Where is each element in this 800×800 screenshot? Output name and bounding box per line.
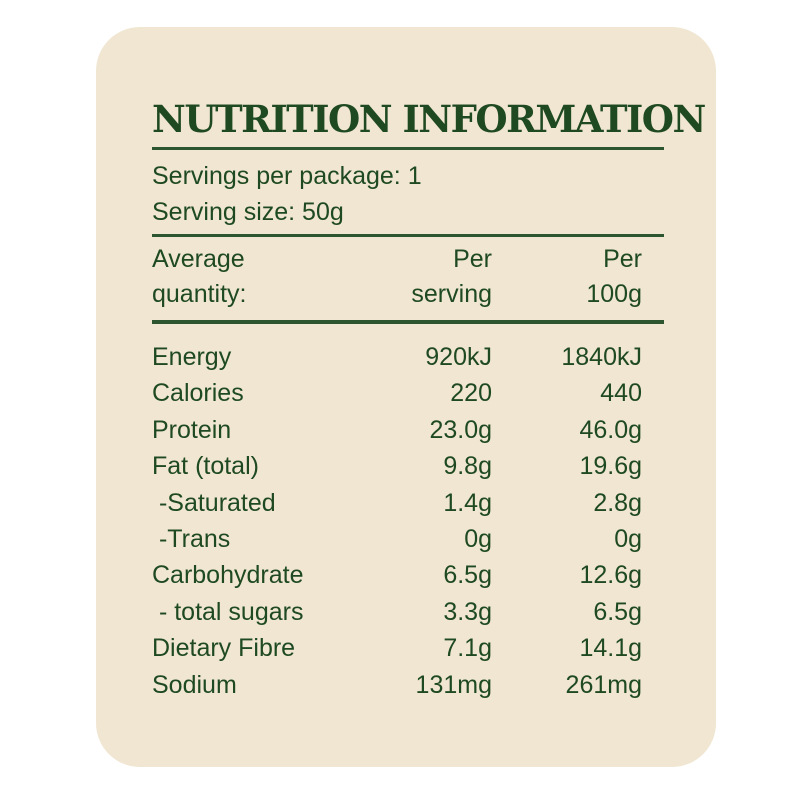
per-serving-value: 3.3g: [443, 597, 492, 626]
nutrient-row-energy: Energy 920kJ 1840kJ: [152, 339, 664, 375]
per-serving-value: 9.8g: [443, 452, 492, 481]
header-per-100g: Per 100g: [492, 242, 642, 312]
nutrient-row-trans: -Trans 0g 0g: [152, 521, 664, 557]
nutrient-row-total-sugars: - total sugars 3.3g 6.5g: [152, 594, 664, 630]
per-100g-value: 261mg: [565, 670, 642, 699]
serving-size: Serving size: 50g: [152, 198, 344, 226]
header-divider: [152, 320, 664, 324]
header-col2-line2: serving: [411, 280, 492, 308]
nutrient-table: Energy 920kJ 1840kJ Calories 220 440 Pro…: [152, 339, 664, 703]
per-100g-value: 19.6g: [579, 452, 642, 481]
per-serving-value: 920kJ: [425, 343, 492, 371]
nutrient-row-protein: Protein 23.0g 46.0g: [152, 412, 664, 448]
nutrient-name: Energy: [152, 343, 232, 371]
header-col2-line1: Per: [453, 245, 492, 273]
per-100g-value: 1840kJ: [561, 343, 642, 371]
header-per-serving: Per serving: [402, 242, 492, 312]
nutrient-row-carbohydrate: Carbohydrate 6.5g 12.6g: [152, 557, 664, 593]
nutrient-row-saturated: -Saturated 1.4g 2.8g: [152, 485, 664, 521]
table-header: Average quantity: Per serving Per 100g: [152, 242, 664, 312]
per-serving-value: 6.5g: [443, 561, 492, 590]
header-col3-line2: 100g: [586, 280, 642, 308]
nutrient-name: Dietary Fibre: [152, 634, 296, 663]
per-100g-value: 2.8g: [593, 488, 642, 517]
nutrient-row-calories: Calories 220 440: [152, 375, 664, 411]
per-100g-value: 440: [600, 379, 642, 408]
per-serving-value: 1.4g: [443, 488, 492, 517]
per-serving-value: 7.1g: [443, 634, 492, 663]
servings-block: Servings per package: 1 Serving size: 50…: [152, 158, 664, 230]
servings-per-package: Servings per package: 1: [152, 162, 422, 190]
nutrient-name: Sodium: [152, 670, 237, 699]
nutrient-name: -Saturated: [152, 488, 276, 517]
header-col1-line2: quantity:: [152, 280, 247, 308]
per-100g-value: 14.1g: [579, 634, 642, 663]
nutrient-name: Protein: [152, 415, 232, 444]
per-100g-value: 46.0g: [579, 415, 642, 444]
header-col3-line1: Per: [603, 245, 642, 273]
nutrient-name: - total sugars: [152, 597, 304, 626]
nutrient-name: Carbohydrate: [152, 561, 304, 590]
per-100g-value: 12.6g: [579, 561, 642, 590]
title-divider: [152, 147, 664, 150]
per-100g-value: 0g: [614, 524, 642, 553]
nutrition-title: NUTRITION INFORMATION: [152, 97, 706, 141]
nutrition-card: [96, 27, 716, 767]
nutrient-row-dietary-fibre: Dietary Fibre 7.1g 14.1g: [152, 630, 664, 666]
nutrient-name: Calories: [152, 379, 244, 408]
nutrient-row-fat-total: Fat (total) 9.8g 19.6g: [152, 448, 664, 484]
nutrient-name: Fat (total): [152, 452, 259, 481]
header-average-quantity: Average quantity:: [152, 242, 402, 312]
per-100g-value: 6.5g: [593, 597, 642, 626]
header-col1-line1: Average: [152, 245, 245, 273]
nutrition-panel: NUTRITION INFORMATION Servings per packa…: [152, 95, 706, 703]
per-serving-value: 23.0g: [429, 415, 492, 444]
nutrient-name: -Trans: [152, 524, 231, 553]
servings-divider: [152, 234, 664, 237]
nutrient-row-sodium: Sodium 131mg 261mg: [152, 667, 664, 703]
per-serving-value: 0g: [464, 524, 492, 553]
per-serving-value: 131mg: [415, 670, 492, 699]
per-serving-value: 220: [450, 379, 492, 408]
